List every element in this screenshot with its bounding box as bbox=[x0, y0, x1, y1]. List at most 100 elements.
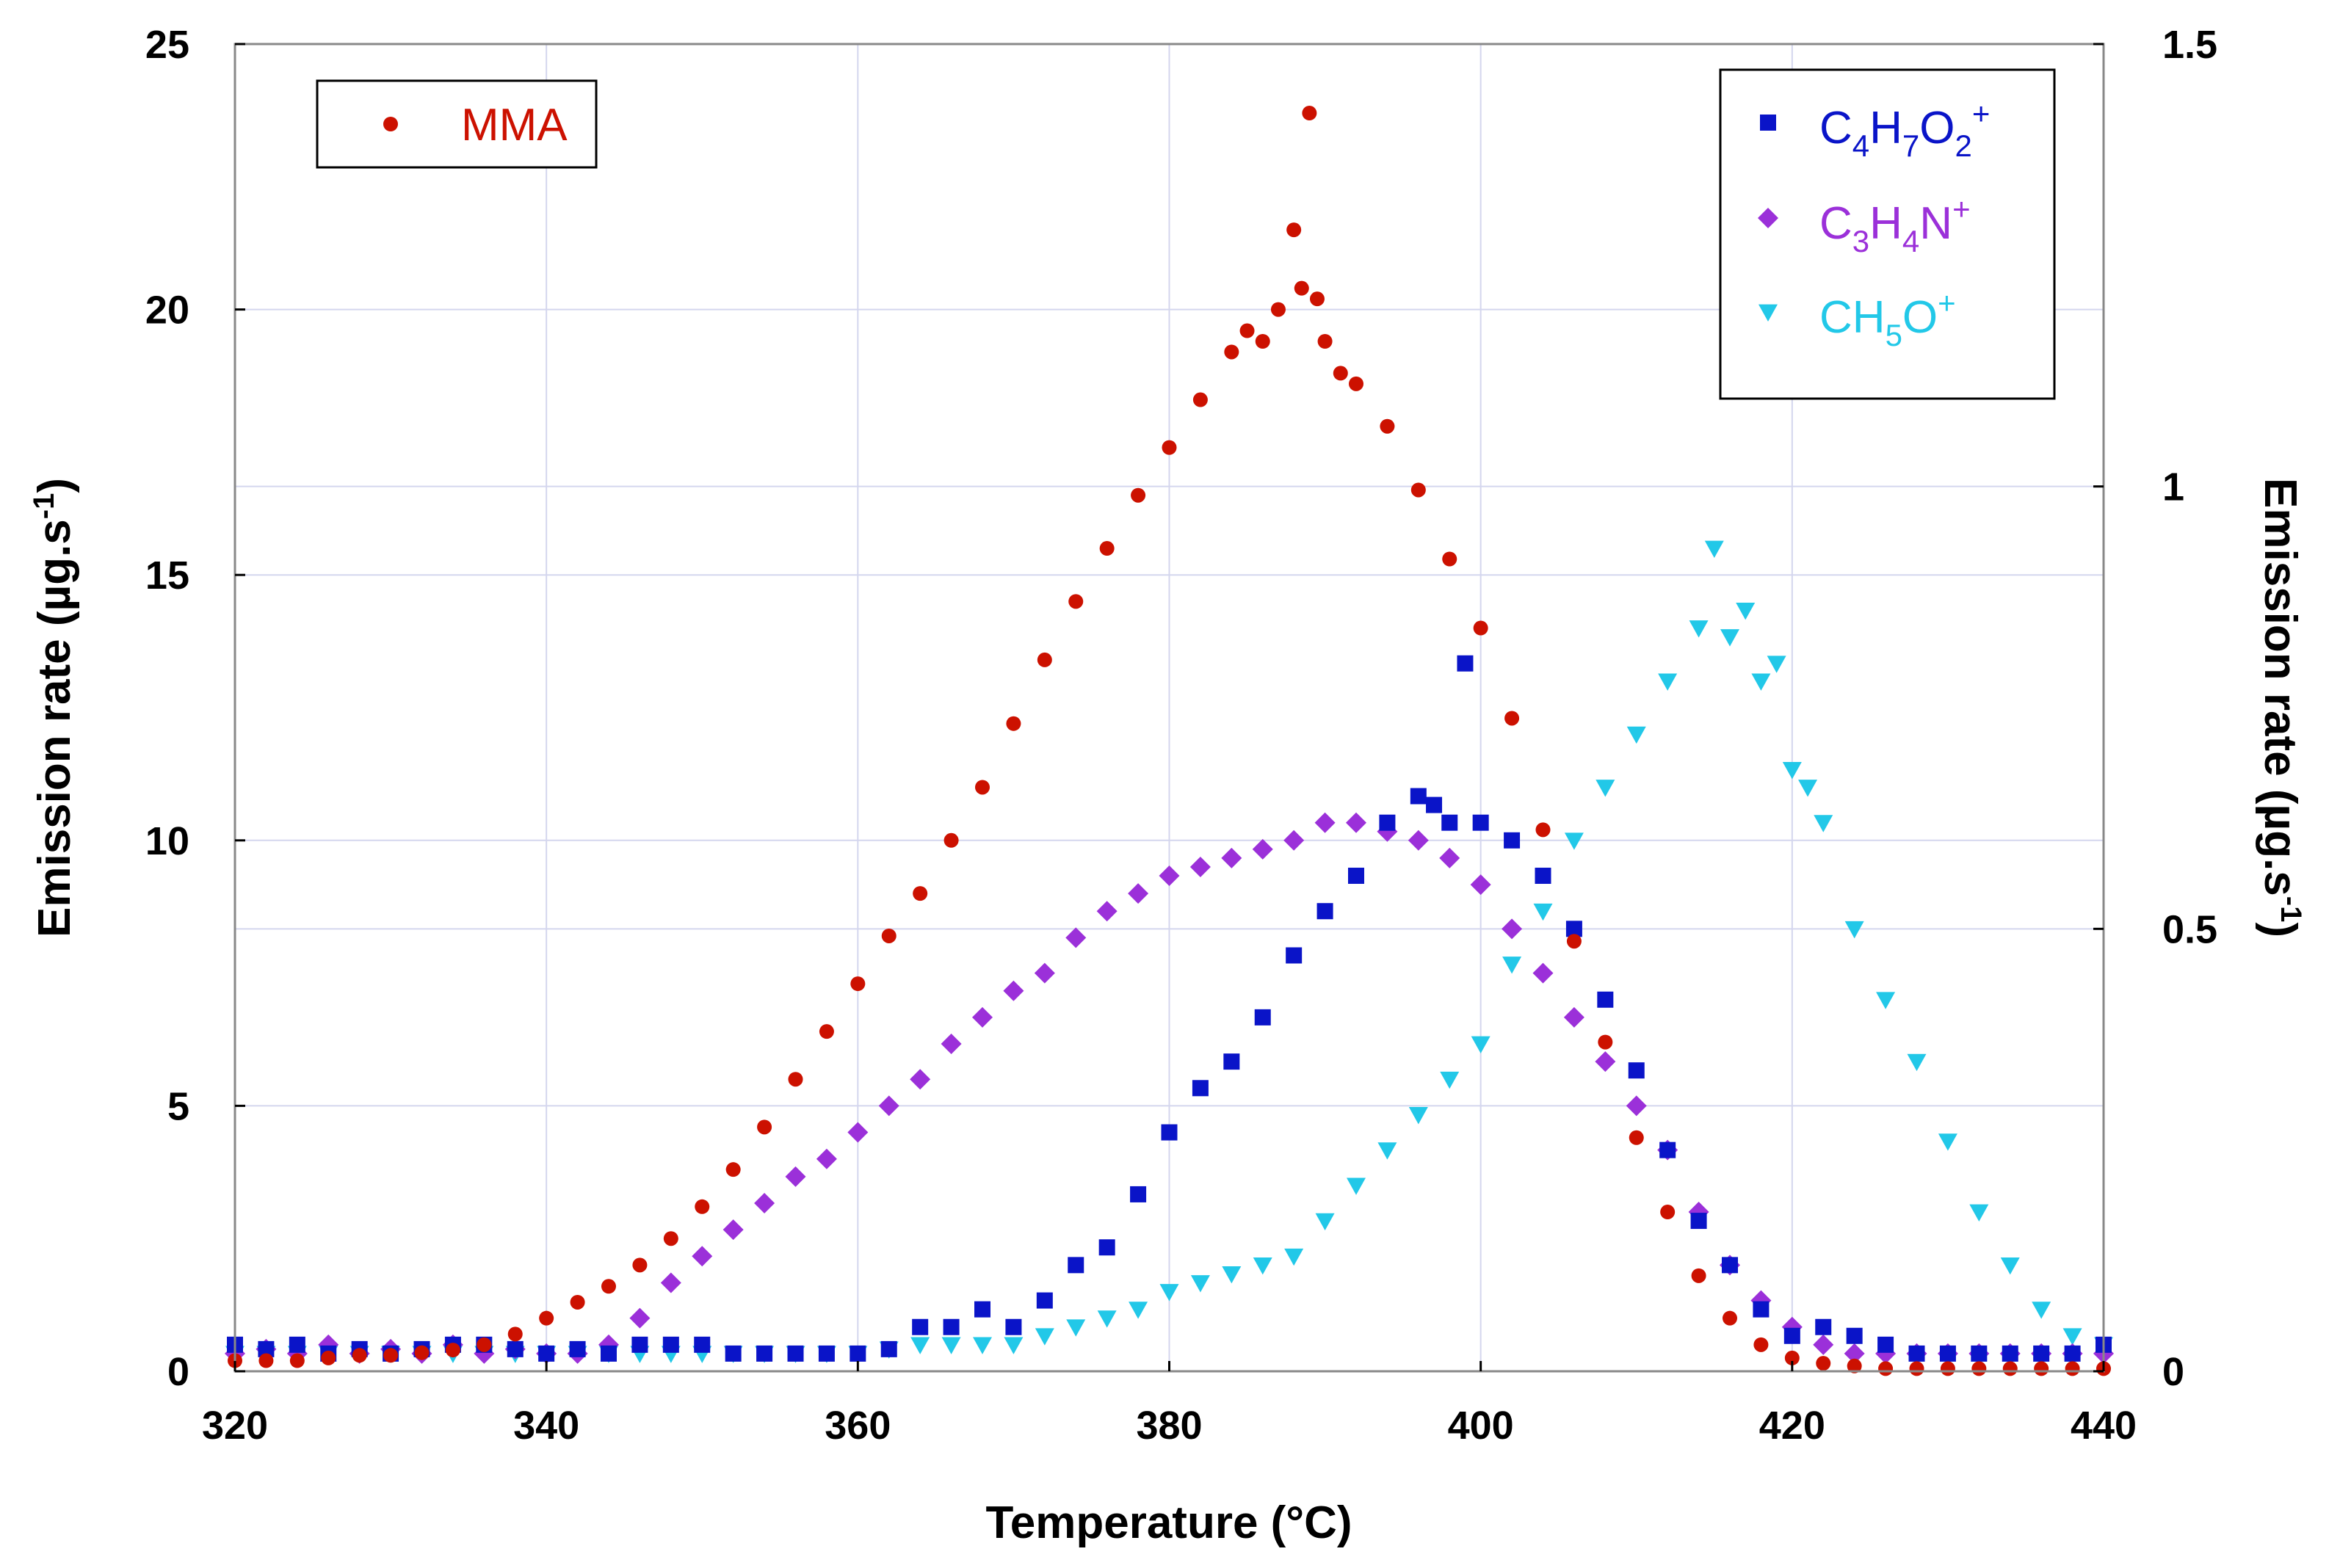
data-point bbox=[725, 1162, 741, 1177]
data-point bbox=[1254, 1009, 1271, 1026]
y-right-tick-label: 1.5 bbox=[2162, 23, 2217, 67]
data-point bbox=[1691, 1268, 1706, 1283]
data-point bbox=[1239, 323, 1255, 338]
data-point bbox=[1162, 440, 1177, 455]
legend-label-part: CH bbox=[1819, 292, 1886, 343]
data-point bbox=[1159, 865, 1180, 887]
data-point bbox=[1309, 291, 1325, 307]
data-point bbox=[383, 1348, 399, 1363]
data-point bbox=[1224, 344, 1239, 360]
data-point bbox=[912, 1318, 929, 1335]
data-point bbox=[258, 1353, 274, 1368]
y-right-title-exponent: -1 bbox=[2275, 896, 2307, 923]
data-point bbox=[662, 1336, 679, 1353]
data-point bbox=[1222, 1266, 1242, 1284]
legend-species: C4H7O2+C3H4N+CH5O+ bbox=[1719, 68, 2056, 400]
legend-marker-diamond bbox=[1758, 208, 1778, 228]
data-point bbox=[1380, 418, 1395, 434]
data-point bbox=[1034, 962, 1055, 984]
data-point bbox=[1844, 921, 1864, 939]
data-point bbox=[2002, 1361, 2018, 1376]
data-point bbox=[1161, 1124, 1178, 1141]
data-point bbox=[972, 1006, 993, 1028]
data-point bbox=[1302, 106, 1317, 121]
y-axis-right-title: Emission rate (µg.s-1) bbox=[2255, 478, 2307, 937]
data-point bbox=[1535, 868, 1551, 885]
data-point bbox=[1658, 673, 1678, 691]
y-right-tick-label: 0 bbox=[2162, 1350, 2184, 1394]
data-point bbox=[1704, 540, 1724, 559]
data-point bbox=[847, 1122, 869, 1143]
data-point bbox=[1736, 603, 1756, 620]
data-point bbox=[1377, 1142, 1397, 1160]
legend-label-part: O bbox=[1919, 103, 1955, 153]
data-point bbox=[1816, 1356, 1831, 1371]
legend-label-part: 3 bbox=[1852, 224, 1869, 258]
data-point bbox=[1720, 629, 1739, 647]
y-axis-left-title: Emission rate (µg.s-1) bbox=[28, 478, 80, 937]
data-point bbox=[1783, 1327, 1800, 1344]
data-point bbox=[1223, 1053, 1240, 1070]
x-tick-label: 360 bbox=[825, 1404, 891, 1448]
data-point bbox=[1595, 1051, 1616, 1072]
data-point bbox=[1346, 812, 1366, 833]
data-point bbox=[1408, 830, 1429, 851]
legend-mma-box bbox=[316, 79, 598, 169]
data-point bbox=[1099, 541, 1115, 556]
legend-label-part: + bbox=[1952, 192, 1971, 226]
data-point bbox=[850, 976, 866, 992]
data-point bbox=[1533, 903, 1553, 921]
y-left-title-close: ) bbox=[29, 478, 80, 493]
data-point bbox=[818, 1345, 835, 1362]
x-tick-label: 440 bbox=[2071, 1404, 2137, 1448]
data-point bbox=[757, 1119, 772, 1135]
data-point bbox=[1253, 1257, 1272, 1275]
data-point bbox=[943, 1318, 960, 1335]
data-point bbox=[1440, 1071, 1460, 1089]
series-0 bbox=[228, 106, 2111, 1376]
data-point bbox=[1286, 222, 1302, 238]
x-tick-label: 320 bbox=[202, 1404, 268, 1448]
data-point bbox=[1472, 814, 1489, 831]
data-point bbox=[2033, 1345, 2050, 1362]
data-point bbox=[1255, 333, 1270, 349]
data-point bbox=[1317, 333, 1333, 349]
data-point bbox=[1753, 1337, 1769, 1352]
x-tick-label: 420 bbox=[1759, 1404, 1825, 1448]
x-tick-label: 340 bbox=[513, 1404, 579, 1448]
data-point bbox=[1408, 1107, 1428, 1125]
data-point bbox=[694, 1336, 711, 1353]
y-right-title-close: ) bbox=[2255, 922, 2306, 937]
data-point bbox=[943, 832, 959, 848]
data-point bbox=[1909, 1361, 1924, 1376]
y-left-title-exponent: -1 bbox=[28, 493, 60, 520]
data-point bbox=[1844, 1343, 1865, 1364]
data-point bbox=[1876, 992, 1896, 1009]
data-point bbox=[910, 1337, 930, 1354]
data-point bbox=[941, 1337, 961, 1354]
data-point bbox=[1532, 962, 1554, 984]
data-point bbox=[1504, 832, 1521, 849]
data-point bbox=[1129, 1302, 1148, 1319]
legend-mma-label: MMA bbox=[461, 100, 568, 150]
data-point bbox=[477, 1337, 492, 1352]
legend-label-part: 7 bbox=[1902, 128, 1919, 163]
data-point bbox=[1410, 482, 1426, 498]
data-point bbox=[1349, 376, 1363, 391]
data-point bbox=[1907, 1053, 1927, 1072]
data-point bbox=[1221, 847, 1242, 868]
data-point bbox=[973, 1337, 992, 1354]
data-point bbox=[2065, 1361, 2080, 1376]
data-point bbox=[1270, 302, 1286, 317]
y-left-tick-label: 25 bbox=[145, 23, 189, 67]
legend-label-part: 4 bbox=[1852, 128, 1869, 163]
data-point bbox=[878, 1095, 899, 1117]
data-point bbox=[880, 1340, 897, 1357]
data-point bbox=[1066, 1319, 1086, 1337]
data-point bbox=[1192, 392, 1208, 407]
data-point bbox=[1940, 1361, 1955, 1376]
data-point bbox=[1566, 934, 1582, 949]
data-point bbox=[910, 1069, 931, 1090]
data-point bbox=[1502, 918, 1523, 940]
